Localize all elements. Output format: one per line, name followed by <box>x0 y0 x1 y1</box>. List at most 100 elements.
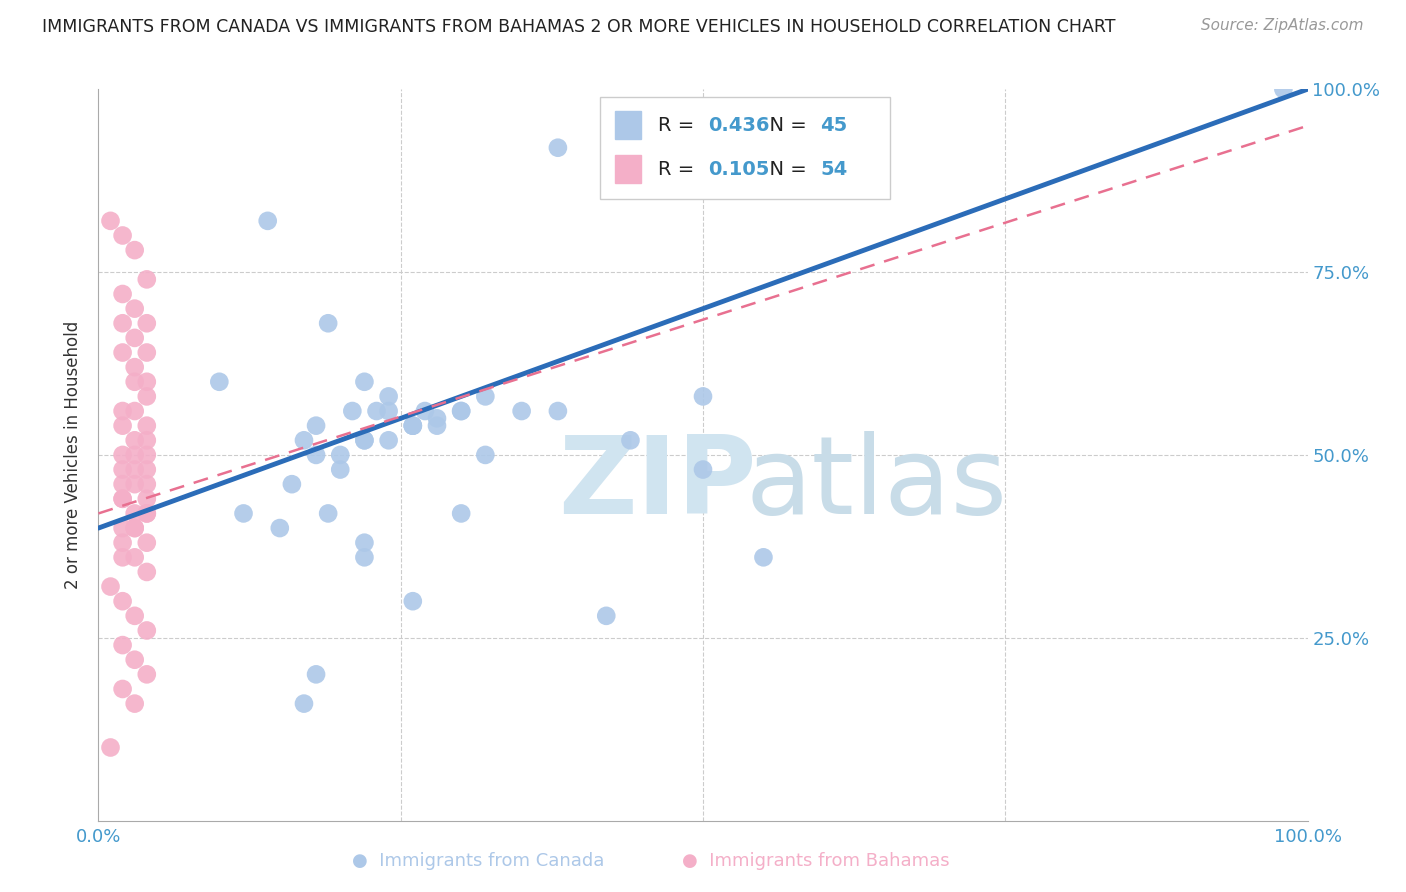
Point <box>124 550 146 565</box>
Point <box>111 550 134 565</box>
Point <box>450 404 472 418</box>
Point <box>329 462 352 476</box>
Text: R =: R = <box>658 161 700 179</box>
Text: 0.105: 0.105 <box>707 161 769 179</box>
Point <box>450 507 472 521</box>
Text: ●  Immigrants from Bahamas: ● Immigrants from Bahamas <box>682 852 949 870</box>
Point <box>135 434 157 448</box>
Point <box>100 580 122 594</box>
Point <box>692 462 714 476</box>
Point <box>135 418 157 433</box>
Point <box>135 667 157 681</box>
Text: 45: 45 <box>820 116 848 136</box>
Point <box>450 404 472 418</box>
Point <box>232 507 254 521</box>
Point <box>124 507 146 521</box>
Point <box>752 550 775 565</box>
Point <box>281 477 304 491</box>
Point <box>124 608 146 623</box>
Bar <box>614 155 641 183</box>
Text: N =: N = <box>758 116 814 136</box>
Point <box>353 550 375 565</box>
Point <box>208 375 231 389</box>
Text: 0.436: 0.436 <box>707 116 769 136</box>
Point <box>111 535 134 549</box>
Point <box>547 141 569 155</box>
Point <box>124 521 146 535</box>
Point <box>402 594 425 608</box>
FancyBboxPatch shape <box>600 96 890 199</box>
Point <box>316 316 339 330</box>
Text: atlas: atlas <box>745 431 1007 537</box>
Point <box>111 462 134 476</box>
Point <box>292 434 315 448</box>
Point <box>111 287 134 301</box>
Point <box>316 507 339 521</box>
Text: 54: 54 <box>820 161 848 179</box>
Point <box>619 434 641 448</box>
Point <box>402 418 425 433</box>
Text: Source: ZipAtlas.com: Source: ZipAtlas.com <box>1201 18 1364 33</box>
Point <box>111 477 134 491</box>
Point <box>135 491 157 506</box>
Point <box>135 448 157 462</box>
Point <box>402 418 425 433</box>
Point <box>124 653 146 667</box>
Point <box>111 345 134 359</box>
Point <box>305 667 328 681</box>
Y-axis label: 2 or more Vehicles in Household: 2 or more Vehicles in Household <box>65 321 83 589</box>
Point <box>111 491 134 506</box>
Point <box>305 418 328 433</box>
Point <box>1272 82 1295 96</box>
Point <box>111 638 134 652</box>
Point <box>377 389 399 403</box>
Point <box>256 214 278 228</box>
Point <box>426 418 449 433</box>
Point <box>135 565 157 579</box>
Point <box>377 404 399 418</box>
Point <box>111 448 134 462</box>
Point <box>474 389 496 403</box>
Point <box>124 448 146 462</box>
Point <box>135 507 157 521</box>
Point <box>135 345 157 359</box>
Point <box>547 404 569 418</box>
Point <box>124 404 146 418</box>
Point <box>342 404 364 418</box>
Point <box>124 521 146 535</box>
Point <box>366 404 388 418</box>
Point <box>135 535 157 549</box>
Point <box>595 608 617 623</box>
Point <box>111 521 134 535</box>
Point <box>124 434 146 448</box>
Point <box>124 301 146 316</box>
Point <box>292 697 315 711</box>
Point <box>135 477 157 491</box>
Text: ZIP: ZIP <box>558 431 756 537</box>
Point <box>124 477 146 491</box>
Point <box>377 434 399 448</box>
Point <box>100 740 122 755</box>
Point <box>329 448 352 462</box>
Point <box>353 434 375 448</box>
Point <box>353 535 375 549</box>
Text: ●  Immigrants from Canada: ● Immigrants from Canada <box>352 852 605 870</box>
Point <box>135 389 157 403</box>
Point <box>124 375 146 389</box>
Point <box>100 214 122 228</box>
Point <box>135 316 157 330</box>
Point <box>111 491 134 506</box>
Bar <box>614 112 641 139</box>
Text: N =: N = <box>758 161 814 179</box>
Point <box>426 411 449 425</box>
Point <box>135 507 157 521</box>
Point <box>135 272 157 286</box>
Point <box>111 228 134 243</box>
Text: R =: R = <box>658 116 700 136</box>
Text: IMMIGRANTS FROM CANADA VS IMMIGRANTS FROM BAHAMAS 2 OR MORE VEHICLES IN HOUSEHOL: IMMIGRANTS FROM CANADA VS IMMIGRANTS FRO… <box>42 18 1116 36</box>
Point <box>111 418 134 433</box>
Point <box>269 521 291 535</box>
Point <box>124 360 146 375</box>
Point <box>111 681 134 696</box>
Point <box>124 462 146 476</box>
